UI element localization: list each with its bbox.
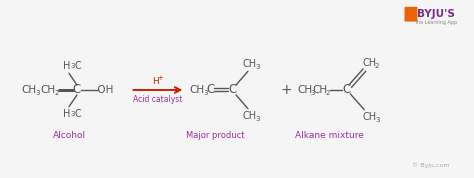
Text: 3: 3 [255, 64, 260, 70]
Text: CH: CH [362, 112, 376, 122]
Text: 2: 2 [55, 90, 59, 96]
Text: © Byju.com: © Byju.com [412, 162, 450, 168]
Text: C: C [74, 109, 82, 119]
Text: Alcohol: Alcohol [53, 131, 85, 140]
Text: CH: CH [190, 85, 205, 95]
Text: CH: CH [22, 85, 37, 95]
Text: H: H [64, 61, 71, 71]
Text: 3: 3 [311, 90, 315, 96]
Text: 2: 2 [375, 63, 379, 69]
Text: 3: 3 [71, 63, 75, 69]
Text: —OH: —OH [88, 85, 114, 95]
Text: 3: 3 [36, 90, 40, 96]
Text: CH: CH [312, 85, 327, 95]
Text: C: C [74, 61, 82, 71]
Text: Alkane mixture: Alkane mixture [295, 131, 364, 140]
Text: CH: CH [243, 111, 257, 121]
Text: CH: CH [41, 85, 55, 95]
Text: C: C [228, 83, 236, 96]
Text: 3: 3 [203, 90, 208, 96]
Text: CH: CH [297, 85, 312, 95]
Text: 2: 2 [326, 90, 330, 96]
Text: C: C [206, 83, 214, 96]
Text: H: H [152, 77, 159, 86]
Text: +: + [157, 75, 164, 81]
Text: H: H [64, 109, 71, 119]
Text: Acid catalyst: Acid catalyst [133, 95, 182, 104]
Text: +: + [281, 83, 292, 97]
Text: C: C [73, 83, 81, 96]
Text: CH: CH [362, 58, 376, 68]
Text: CH: CH [243, 59, 257, 69]
Text: 3: 3 [375, 117, 379, 122]
Text: The Learning App: The Learning App [414, 20, 457, 25]
Text: 3: 3 [255, 116, 260, 122]
Text: b: b [408, 10, 414, 19]
FancyBboxPatch shape [404, 7, 418, 22]
Text: Major product: Major product [186, 131, 245, 140]
Text: C: C [342, 83, 350, 96]
Text: BYJU'S: BYJU'S [417, 9, 455, 19]
Text: 3: 3 [71, 111, 75, 117]
